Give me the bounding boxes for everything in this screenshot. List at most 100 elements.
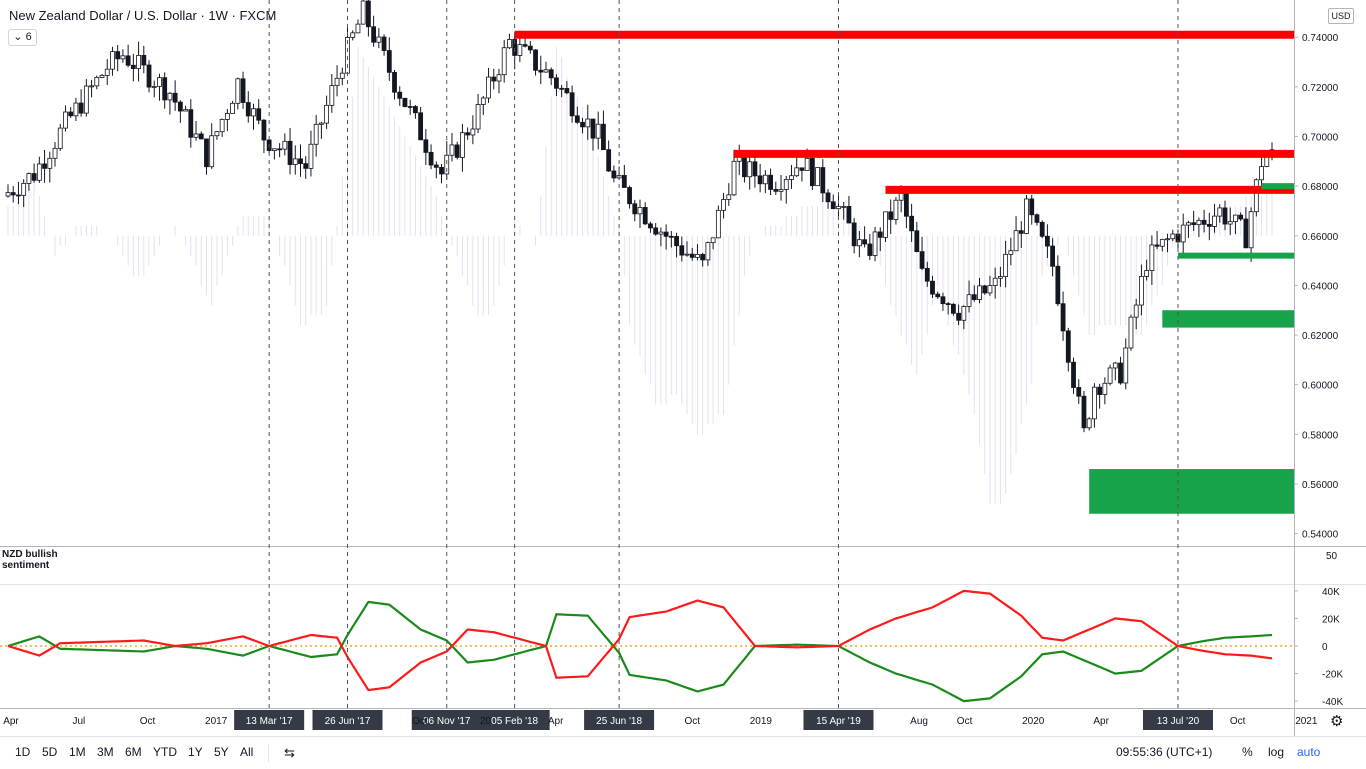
candle-body <box>151 86 157 88</box>
candle <box>1217 204 1223 223</box>
candle-body <box>449 144 455 156</box>
candle <box>193 120 199 141</box>
positioning-line <box>7 600 1273 703</box>
candle <box>83 79 89 117</box>
candle <box>183 105 188 112</box>
candle-body <box>83 85 89 114</box>
candle-body <box>1180 224 1186 243</box>
candle <box>1159 238 1165 252</box>
candle <box>642 202 648 226</box>
candle <box>78 89 84 117</box>
date-marker-label: 25 Jun '18 <box>596 716 642 727</box>
x-tick-label: Oct <box>957 716 973 727</box>
candle <box>585 104 591 140</box>
candle <box>402 97 408 108</box>
timeframe-1y[interactable]: 1Y <box>188 745 203 759</box>
currency-badge[interactable]: USD <box>1328 8 1354 24</box>
candle <box>454 141 460 160</box>
log-toggle[interactable]: log <box>1268 745 1285 759</box>
y-tick-label: 0.60000 <box>1302 381 1339 392</box>
candle <box>397 86 403 106</box>
candle-body <box>245 102 251 117</box>
candle <box>877 227 883 252</box>
candle-body <box>715 209 721 239</box>
candle-body <box>1018 230 1024 234</box>
date-marker-label: 26 Jun '17 <box>325 716 371 727</box>
candle-body <box>689 253 695 258</box>
sentiment-label-line1: NZD bullish <box>2 549 58 560</box>
candle-body <box>125 55 131 66</box>
candle <box>298 144 303 177</box>
candle <box>1060 291 1066 341</box>
timeframe-6m[interactable]: 6M <box>125 745 142 759</box>
candle-body <box>219 119 225 133</box>
candle <box>862 226 867 248</box>
candle <box>757 164 763 193</box>
interval-value: 6 <box>25 31 32 43</box>
candle-body <box>386 50 392 73</box>
date-range-icon[interactable]: ⇆ <box>284 745 295 760</box>
settings-gear-icon[interactable]: ⚙ <box>1330 713 1344 730</box>
candle <box>470 115 476 145</box>
candle-body <box>36 163 42 181</box>
candle <box>110 46 115 76</box>
candle <box>501 39 507 83</box>
candle-body <box>470 128 476 136</box>
timeframe-3m[interactable]: 3M <box>97 745 114 759</box>
candle <box>1018 221 1024 248</box>
timeframe-ytd[interactable]: YTD <box>153 745 177 759</box>
candle-body <box>1233 214 1238 223</box>
candle-body <box>110 51 115 70</box>
candle-body <box>73 102 79 117</box>
candle <box>684 241 690 257</box>
candle-body <box>851 222 857 247</box>
candle-body <box>16 194 21 197</box>
candle <box>371 15 377 47</box>
candle-body <box>193 133 199 138</box>
candle <box>256 99 262 125</box>
auto-toggle[interactable]: auto <box>1297 745 1321 759</box>
x-tick-label: Aug <box>910 716 928 727</box>
candle <box>1092 383 1097 428</box>
candle <box>883 211 888 243</box>
candle <box>846 195 852 224</box>
clock[interactable]: 09:55:36 (UTC+1) <box>1116 745 1213 759</box>
candle <box>997 266 1003 287</box>
candle-body <box>120 55 126 60</box>
candle-body <box>883 211 888 238</box>
candle <box>783 175 789 204</box>
candle-body <box>1227 221 1233 225</box>
axes: 13 Mar '17 26 Jun '17 06 Nov '17 05 Feb '18… <box>0 0 1366 736</box>
candle <box>1253 178 1259 217</box>
candle <box>1034 213 1040 226</box>
candle <box>1149 235 1155 285</box>
candle-body <box>554 77 559 89</box>
candle-body <box>606 149 612 172</box>
candle-body <box>496 74 502 82</box>
candle <box>992 267 998 299</box>
candle-body <box>460 132 465 158</box>
interval-selector[interactable]: ⌄ 6 <box>8 29 37 46</box>
candle-body <box>141 54 147 66</box>
timeframe-all[interactable]: All <box>240 745 254 759</box>
candle <box>940 292 946 311</box>
candle <box>94 75 100 90</box>
candle <box>355 19 361 34</box>
positioning-tick-label: 0 <box>1322 642 1328 653</box>
candle-body <box>721 199 726 211</box>
candle-body <box>538 69 544 73</box>
timeframe-5d[interactable]: 5D <box>42 745 58 759</box>
date-marker-badge <box>584 710 655 730</box>
timeframe-5y[interactable]: 5Y <box>214 745 229 759</box>
timeframe-1m[interactable]: 1M <box>69 745 86 759</box>
chart-canvas[interactable]: 13 Mar '17 26 Jun '17 06 Nov '17 05 Feb '18… <box>0 0 1366 736</box>
x-tick-label: Apr <box>1093 716 1109 727</box>
candle <box>726 183 732 206</box>
candle-body <box>454 144 460 158</box>
candle <box>710 237 716 250</box>
percent-toggle[interactable]: % <box>1242 745 1253 759</box>
candle <box>768 168 773 196</box>
timeframe-1d[interactable]: 1D <box>15 745 31 759</box>
candle <box>1154 231 1160 250</box>
candle-body <box>752 161 758 177</box>
